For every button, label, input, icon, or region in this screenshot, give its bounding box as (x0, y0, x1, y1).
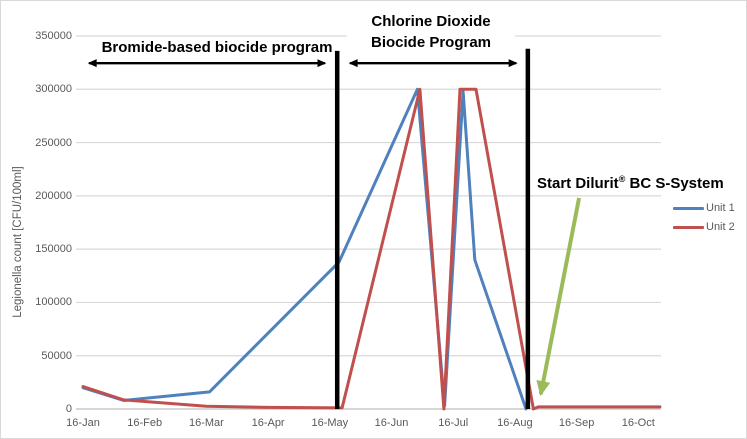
series-line-unit2 (81, 87, 662, 411)
y-tick-label-300000: 300000 (35, 83, 72, 96)
y-tick-label-100000: 100000 (35, 296, 72, 309)
y-tick-label-250000: 250000 (35, 136, 72, 149)
start-dilurit-text-suffix: BC S-System (625, 175, 724, 192)
y-axis-title: Legionella count [CFU/100ml] (12, 166, 24, 318)
legend: Unit 1 Unit 2 (673, 199, 735, 237)
annotation-chlorine-program: Chlorine Dioxide Biocide Program (347, 10, 515, 54)
legend-label-unit2: Unit 2 (706, 221, 735, 233)
annotation-bromide-program: Bromide-based biocide program (101, 39, 333, 56)
x-tick-label-16-May: 16-May (311, 417, 349, 429)
start-dilurit-arrow (536, 197, 582, 397)
y-tick-label-200000: 200000 (35, 189, 72, 202)
annotation-chlorine-line1: Chlorine Dioxide (371, 13, 491, 30)
y-tick-label-150000: 150000 (35, 243, 72, 256)
x-tick-label-16-Mar: 16-Mar (188, 417, 224, 429)
legend-item-unit2[interactable]: Unit 2 (673, 218, 735, 236)
x-tick-label-16-Jul: 16-Jul (438, 417, 469, 429)
legend-label-unit1: Unit 1 (706, 202, 735, 214)
x-tick-label-16-Jun: 16-Jun (374, 417, 409, 429)
x-tick-label-16-Aug: 16-Aug (497, 417, 533, 429)
y-tick-label-50000: 50000 (41, 349, 72, 362)
x-tick-label-16-Apr: 16-Apr (251, 417, 285, 429)
unit1-line-swatch (673, 206, 704, 210)
legend-item-unit1[interactable]: Unit 1 (673, 199, 735, 217)
annotation-chlorine-line2: Biocide Program (370, 34, 492, 51)
x-tick-label-16-Oct: 16-Oct (621, 417, 655, 429)
annotation-start-dilurit: Start Dilurit® BC S-System (537, 169, 724, 194)
annotation-shapes (87, 48, 582, 409)
y-tick-label-0: 0 (65, 403, 72, 415)
start-dilurit-text: Start Dilurit (537, 175, 619, 192)
unit2-line-swatch (673, 225, 704, 229)
series-lines (81, 87, 662, 411)
x-tick-label-16-Jan: 16-Jan (66, 417, 100, 429)
y-tick-label-350000: 350000 (35, 30, 72, 42)
x-tick-label-16-Sep: 16-Sep (558, 417, 595, 429)
series-line-unit1 (81, 87, 528, 411)
x-tick-label-16-Feb: 16-Feb (127, 417, 163, 429)
registered-trademark-symbol: ® (618, 174, 626, 184)
